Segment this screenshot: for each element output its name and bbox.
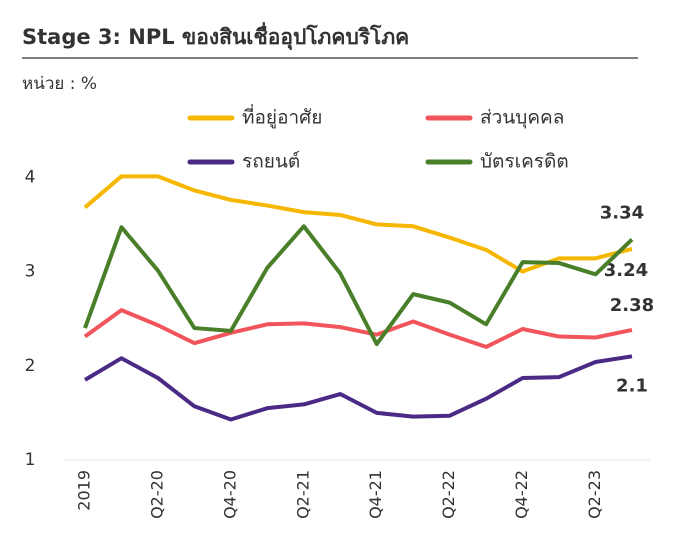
x-tick-label: Q4-20 (220, 470, 239, 519)
x-tick-label: Q2-23 (585, 470, 604, 519)
y-tick-label: 1 (25, 450, 36, 470)
unit-label: หน่วย : % (22, 74, 97, 94)
series-line (83, 308, 633, 349)
y-tick-label: 3 (25, 262, 36, 282)
legend-label: ที่อยู่อาศัย (242, 104, 322, 129)
x-tick-label: 2019 (75, 470, 94, 511)
chart-title: Stage 3: NPL ของสินเชื่ออุปโภคบริโภค (22, 21, 409, 51)
series-line (83, 174, 633, 274)
x-tick-label: Q4-22 (512, 470, 531, 519)
legend-label: บัตรเครดิต (480, 151, 569, 173)
y-tick-label: 2 (25, 356, 36, 376)
data-label: 3.34 (600, 202, 644, 223)
data-label: 2.1 (616, 375, 648, 396)
x-tick-label: Q4-21 (366, 470, 385, 519)
x-tick-label: Q2-20 (147, 470, 166, 519)
legend-label: รถยนต์ (242, 151, 300, 173)
data-label: 3.24 (604, 260, 648, 281)
x-tick-label: Q2-21 (293, 470, 312, 519)
series-line (83, 354, 633, 422)
y-tick-label: 4 (25, 167, 36, 187)
data-label: 2.38 (610, 295, 654, 316)
legend-label: ส่วนบุคคล (480, 107, 564, 130)
series-line (83, 224, 634, 347)
x-tick-label: Q2-22 (439, 470, 458, 519)
